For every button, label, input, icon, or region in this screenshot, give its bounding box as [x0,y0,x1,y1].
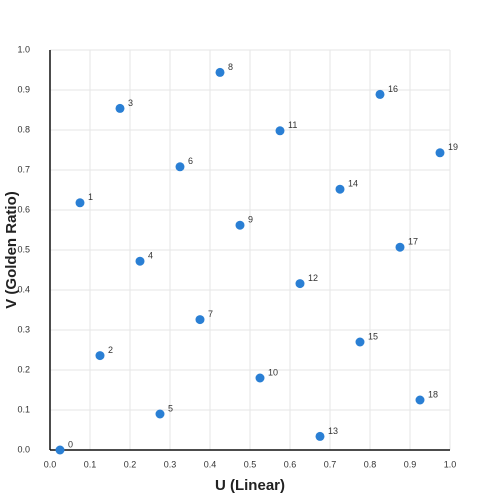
x-tick-label: 0.6 [284,459,297,469]
x-tick-label: 0.9 [404,459,417,469]
point-label: 11 [288,120,297,130]
point [355,337,365,347]
y-tick-label: 0.2 [17,364,30,374]
x-tick-label: 0.2 [124,459,137,469]
y-tick-label: 0.0 [17,444,30,454]
x-tick-label: 0.3 [164,459,177,469]
point-label: 13 [328,426,338,436]
point [415,395,425,405]
x-tick-label: 0.0 [44,459,57,469]
point-label: 12 [308,273,318,283]
point [375,89,385,99]
point [55,445,65,455]
point [115,103,125,113]
point-label: 10 [268,367,278,377]
point-label: 5 [168,403,173,413]
point [215,67,225,77]
point [435,148,445,158]
point [295,279,305,289]
point [175,162,185,172]
y-tick-label: 0.3 [17,324,30,334]
point-label: 8 [228,62,233,72]
point [95,351,105,361]
x-tick-label: 0.8 [364,459,377,469]
point-label: 16 [388,84,398,94]
point [155,409,165,419]
point-label: 2 [108,345,113,355]
point-label: 19 [448,142,458,152]
point-label: 6 [188,156,193,166]
y-tick-label: 0.4 [17,284,30,294]
x-axis-title: U (Linear) [215,477,285,494]
point [255,373,265,383]
point-label: 7 [208,309,213,319]
point-label: 4 [148,251,153,261]
point-label: 9 [248,215,253,225]
x-tick-label: 1.0 [444,459,457,469]
y-tick-label: 1.0 [17,44,30,54]
point-label: 3 [128,98,133,108]
point-label: 18 [428,389,438,399]
point [75,198,85,208]
x-tick-label: 0.1 [84,459,97,469]
x-tick-label: 0.5 [244,459,257,469]
y-tick-label: 0.8 [17,124,30,134]
point-label: 17 [408,237,418,247]
x-tick-label: 0.4 [204,459,217,469]
y-tick-label: 0.7 [17,164,30,174]
point [395,242,405,252]
point-label: 1 [88,192,93,202]
point [335,184,345,194]
point [275,126,285,136]
point [195,315,205,325]
point [235,220,245,230]
y-axis-title: V (Golden Ratio) [3,191,20,309]
y-tick-label: 0.5 [17,244,30,254]
x-tick-label: 0.7 [324,459,337,469]
y-tick-label: 0.1 [17,404,30,414]
point [135,256,145,266]
y-tick-label: 0.6 [17,204,30,214]
point [315,431,325,441]
point-label: 14 [348,179,358,189]
y-tick-label: 0.9 [17,84,30,94]
point-label: 0 [68,439,73,449]
point-label: 15 [368,331,378,341]
